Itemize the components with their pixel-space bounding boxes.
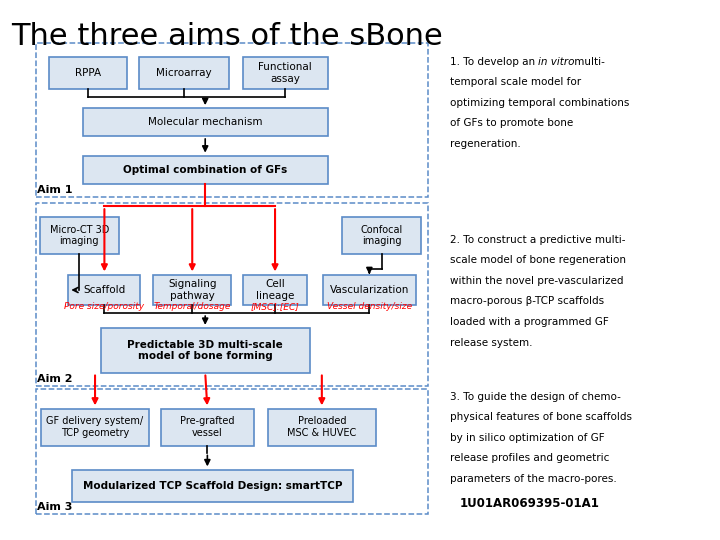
Text: Signaling
pathway: Signaling pathway <box>168 279 217 301</box>
Text: within the novel pre-vascularized: within the novel pre-vascularized <box>450 276 624 286</box>
Text: multi-: multi- <box>571 57 605 67</box>
Text: of GFs to promote bone: of GFs to promote bone <box>450 118 573 129</box>
FancyBboxPatch shape <box>68 275 140 305</box>
FancyBboxPatch shape <box>153 275 231 305</box>
FancyBboxPatch shape <box>268 409 376 446</box>
Text: physical features of bone scaffolds: physical features of bone scaffolds <box>450 412 632 422</box>
Text: Pore size/porosity: Pore size/porosity <box>64 302 145 311</box>
Text: Cell
lineage: Cell lineage <box>256 279 294 301</box>
Text: release system.: release system. <box>450 338 533 348</box>
Text: loaded with a programmed GF: loaded with a programmed GF <box>450 317 608 327</box>
FancyBboxPatch shape <box>139 57 229 89</box>
Text: macro-porous β-TCP scaffolds: macro-porous β-TCP scaffolds <box>450 296 604 307</box>
FancyBboxPatch shape <box>243 57 328 89</box>
Text: Modularized TCP Scaffold Design: smartTCP: Modularized TCP Scaffold Design: smartTC… <box>83 481 342 491</box>
Text: 3. To guide the design of chemo-: 3. To guide the design of chemo- <box>450 392 621 402</box>
Text: 1. To develop an: 1. To develop an <box>450 57 539 67</box>
Text: release profiles and geometric: release profiles and geometric <box>450 453 609 463</box>
Text: [MSC]:[EC]: [MSC]:[EC] <box>251 302 300 311</box>
FancyBboxPatch shape <box>83 108 328 136</box>
FancyBboxPatch shape <box>342 217 421 254</box>
Text: GF delivery system/
TCP geometry: GF delivery system/ TCP geometry <box>47 416 143 438</box>
Text: parameters of the macro-pores.: parameters of the macro-pores. <box>450 474 617 484</box>
Text: Optimal combination of GFs: Optimal combination of GFs <box>123 165 287 174</box>
Text: Aim 2: Aim 2 <box>37 374 73 384</box>
FancyBboxPatch shape <box>243 275 307 305</box>
Text: RPPA: RPPA <box>75 68 101 78</box>
Text: The three aims of the sBone: The three aims of the sBone <box>11 22 443 51</box>
FancyBboxPatch shape <box>323 275 416 305</box>
Text: Confocal
imaging: Confocal imaging <box>361 225 402 246</box>
Text: Preloaded
MSC & HUVEC: Preloaded MSC & HUVEC <box>287 416 356 438</box>
FancyBboxPatch shape <box>40 217 119 254</box>
Text: Predictable 3D multi-scale
model of bone forming: Predictable 3D multi-scale model of bone… <box>127 340 283 361</box>
FancyBboxPatch shape <box>161 409 254 446</box>
Text: 1U01AR069395-01A1: 1U01AR069395-01A1 <box>459 497 599 510</box>
Text: Functional
assay: Functional assay <box>258 62 312 84</box>
Text: Microarray: Microarray <box>156 68 212 78</box>
Text: scale model of bone regeneration: scale model of bone regeneration <box>450 255 626 266</box>
FancyBboxPatch shape <box>72 470 353 502</box>
Text: Molecular mechanism: Molecular mechanism <box>148 117 263 127</box>
Text: by in silico optimization of GF: by in silico optimization of GF <box>450 433 605 443</box>
FancyBboxPatch shape <box>41 409 149 446</box>
Text: Vessel density/size: Vessel density/size <box>327 302 412 311</box>
Text: Aim 3: Aim 3 <box>37 502 73 512</box>
FancyBboxPatch shape <box>49 57 127 89</box>
Text: Temporal/dosage: Temporal/dosage <box>153 302 231 311</box>
FancyBboxPatch shape <box>83 156 328 184</box>
Text: Micro-CT 3D
imaging: Micro-CT 3D imaging <box>50 225 109 246</box>
Text: Scaffold: Scaffold <box>84 285 125 295</box>
Text: Pre-grafted
vessel: Pre-grafted vessel <box>180 416 235 438</box>
Text: in vitro: in vitro <box>538 57 575 67</box>
Text: optimizing temporal combinations: optimizing temporal combinations <box>450 98 629 108</box>
Text: 2. To construct a predictive multi-: 2. To construct a predictive multi- <box>450 235 626 245</box>
Text: regeneration.: regeneration. <box>450 139 521 149</box>
Text: temporal scale model for: temporal scale model for <box>450 77 581 87</box>
FancyBboxPatch shape <box>101 328 310 373</box>
Text: Vascularization: Vascularization <box>330 285 409 295</box>
Text: Aim 1: Aim 1 <box>37 185 73 195</box>
